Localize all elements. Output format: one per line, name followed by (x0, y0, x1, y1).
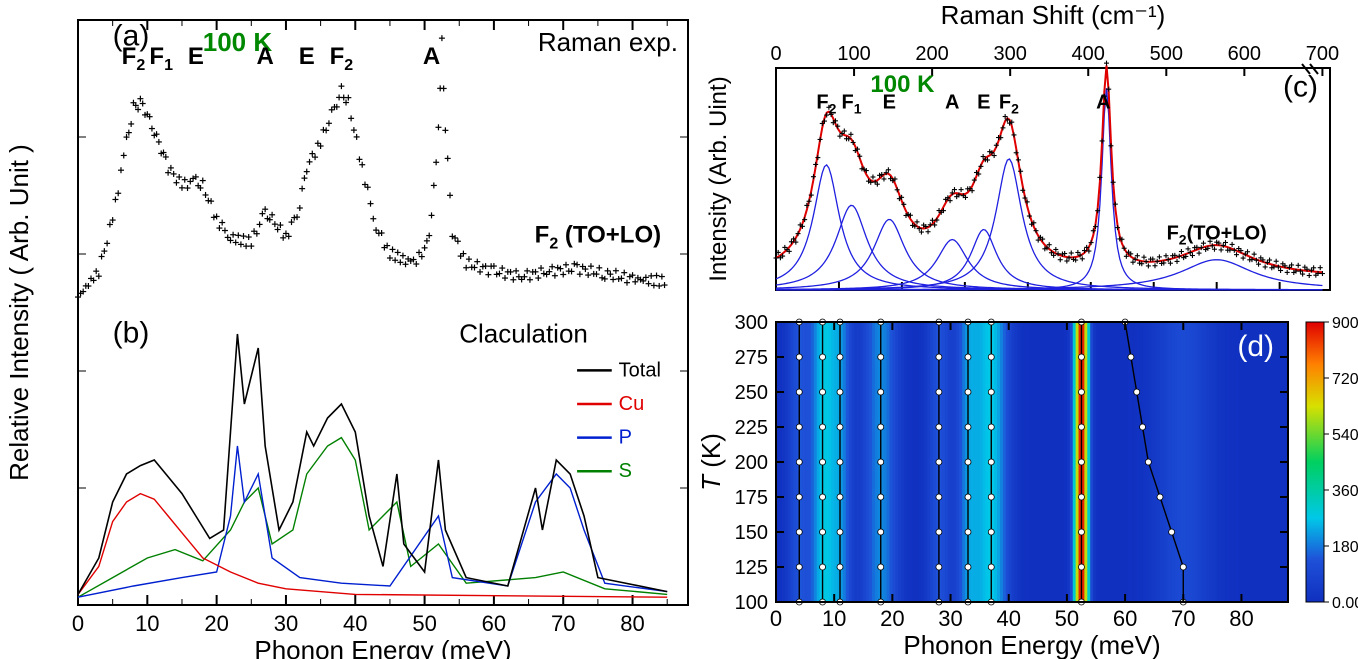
svg-text:70: 70 (1171, 606, 1195, 631)
svg-text:225: 225 (735, 417, 768, 439)
svg-text:A: A (423, 43, 440, 70)
svg-text:60: 60 (1113, 606, 1137, 631)
panel-cd-svg: Raman Shift (cm⁻¹)0100200300400500600700… (698, 0, 1358, 659)
svg-text:700: 700 (1306, 43, 1339, 65)
svg-text:F2(TO+LO): F2(TO+LO) (1167, 223, 1267, 248)
svg-text:150: 150 (735, 522, 768, 544)
svg-text:(c): (c) (1283, 70, 1318, 103)
svg-text:500: 500 (1150, 43, 1183, 65)
svg-text:30: 30 (938, 606, 962, 631)
svg-text:10: 10 (822, 606, 846, 631)
svg-text:40: 40 (996, 606, 1020, 631)
svg-text:F2 (TO+LO): F2 (TO+LO) (535, 222, 661, 253)
svg-text:(d): (d) (1237, 330, 1274, 363)
svg-text:50: 50 (1055, 606, 1079, 631)
svg-text:F1: F1 (842, 91, 862, 116)
svg-text:A: A (945, 91, 959, 113)
svg-text:1800: 1800 (1332, 539, 1358, 556)
left-column: 0 10 20 30 40 50 60 70 80 Phonon Energy (meV) Rela… (0, 0, 698, 659)
svg-text:600: 600 (1228, 43, 1261, 65)
svg-text:300: 300 (993, 43, 1026, 65)
svg-text:3600: 3600 (1332, 483, 1358, 500)
svg-text:10: 10 (135, 611, 159, 636)
svg-text:300: 300 (735, 312, 768, 334)
svg-text:Claculation: Claculation (459, 318, 588, 348)
svg-text:7200: 7200 (1332, 371, 1358, 388)
svg-text:P: P (619, 427, 632, 449)
svg-text:9000: 9000 (1332, 315, 1358, 332)
svg-text:80: 80 (1229, 606, 1253, 631)
svg-text:20: 20 (880, 606, 904, 631)
svg-text:Cu: Cu (619, 393, 645, 415)
svg-text:A: A (256, 43, 273, 70)
svg-text:F2: F2 (816, 91, 836, 116)
svg-text:Raman exp.: Raman exp. (538, 27, 678, 57)
svg-text:100: 100 (735, 592, 768, 614)
svg-text:A: A (1096, 91, 1110, 113)
svg-text:Intensity (Arb. Uint): Intensity (Arb. Uint) (705, 76, 732, 281)
svg-text:5400: 5400 (1332, 427, 1358, 444)
svg-text:250: 250 (735, 382, 768, 404)
svg-text:E: E (883, 91, 896, 113)
svg-text:40: 40 (343, 611, 367, 636)
svg-text:Raman Shift (cm⁻¹): Raman Shift (cm⁻¹) (941, 0, 1166, 30)
svg-text:200: 200 (735, 452, 768, 474)
svg-text:S: S (619, 460, 632, 482)
svg-text:Phonon Energy (meV): Phonon Energy (meV) (254, 635, 511, 659)
svg-text:275: 275 (735, 347, 768, 369)
svg-text:0: 0 (770, 43, 781, 65)
right-column: Raman Shift (cm⁻¹)0100200300400500600700… (698, 0, 1358, 659)
figure-page: 0 10 20 30 40 50 60 70 80 Phonon Energy (meV) Rela… (0, 0, 1358, 659)
svg-text:F1: F1 (149, 43, 173, 74)
svg-text:E: E (188, 43, 204, 70)
svg-text:70: 70 (551, 611, 575, 636)
svg-text:80: 80 (620, 611, 644, 636)
svg-text:50: 50 (412, 611, 436, 636)
svg-text:E: E (977, 91, 990, 113)
svg-text:125: 125 (735, 557, 768, 579)
svg-text:30: 30 (274, 611, 298, 636)
svg-text:Relative Intensity ( Arb. Unit: Relative Intensity ( Arb. Unit ) (4, 144, 34, 481)
svg-text:200: 200 (915, 43, 948, 65)
svg-text:0: 0 (770, 606, 782, 631)
svg-text:Phonon Energy (meV): Phonon Energy (meV) (903, 630, 1160, 659)
svg-text:T (K): T (K) (698, 433, 726, 491)
svg-text:F2: F2 (330, 43, 354, 74)
svg-text:175: 175 (735, 487, 768, 509)
svg-text:0: 0 (72, 611, 84, 636)
panel-ab-svg: 0 10 20 30 40 50 60 70 80 Phonon Energy (meV) Rela… (0, 0, 698, 659)
svg-text:60: 60 (482, 611, 506, 636)
svg-text:20: 20 (204, 611, 228, 636)
svg-text:100: 100 (837, 43, 870, 65)
svg-text:Total: Total (619, 359, 661, 381)
svg-text:E: E (299, 43, 315, 70)
svg-text:400: 400 (1072, 43, 1105, 65)
svg-text:100 K: 100 K (870, 71, 935, 98)
svg-text:(b): (b) (113, 316, 150, 349)
svg-text:F2: F2 (999, 91, 1019, 116)
svg-text:0.000: 0.000 (1332, 595, 1358, 612)
